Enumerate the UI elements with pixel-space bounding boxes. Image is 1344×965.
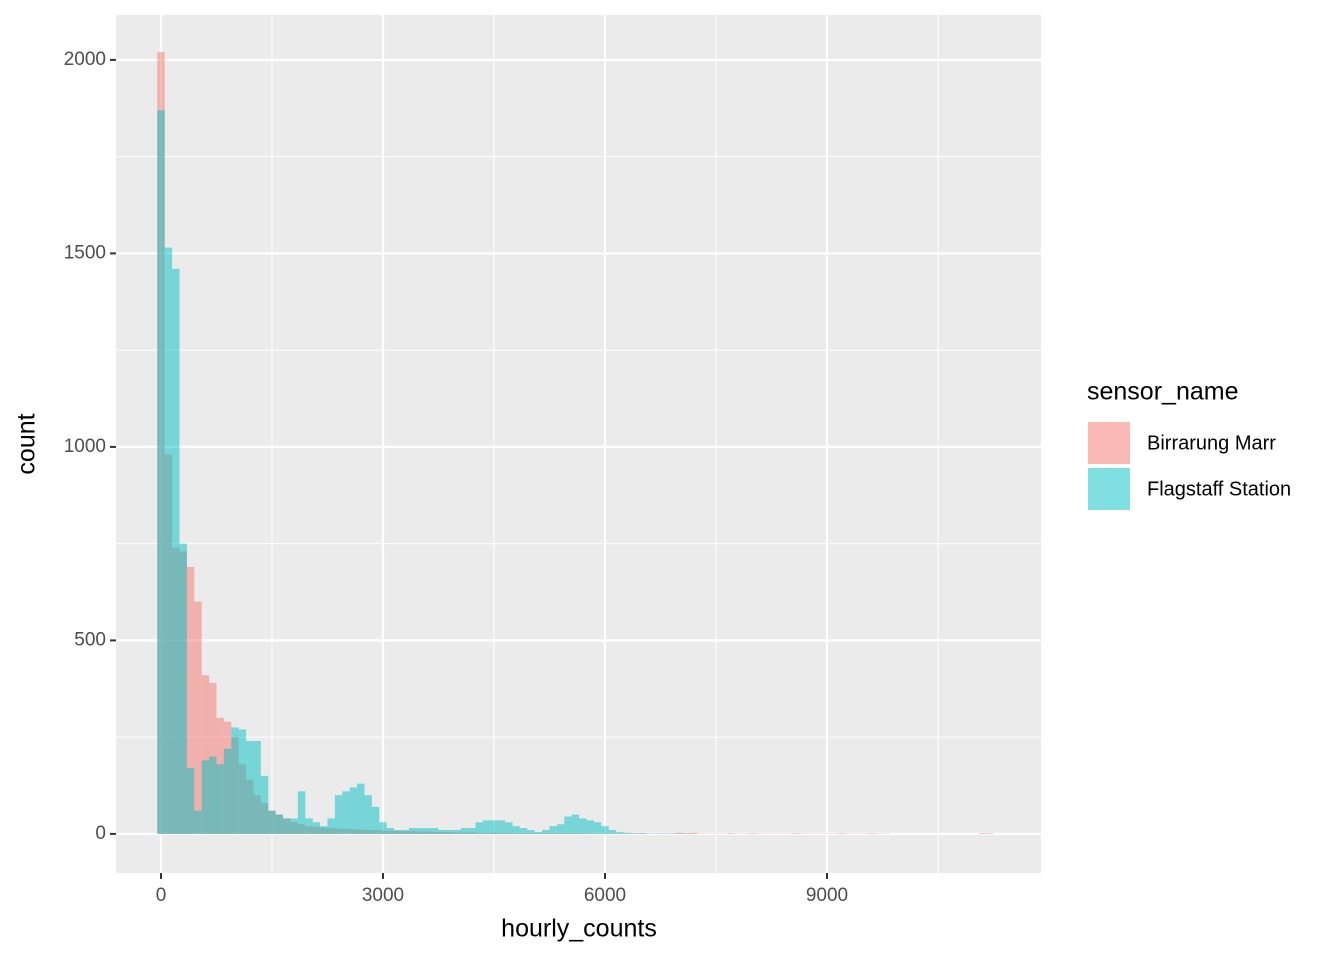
histogram-bar bbox=[453, 830, 460, 834]
y-tick-label: 0 bbox=[95, 823, 106, 844]
histogram-bar bbox=[586, 820, 593, 834]
histogram-bar bbox=[609, 830, 616, 834]
histogram-bar bbox=[335, 795, 342, 834]
histogram-bar bbox=[268, 811, 275, 834]
histogram-bar bbox=[468, 828, 475, 834]
histogram-bar bbox=[572, 815, 579, 834]
histogram-bar bbox=[438, 830, 445, 834]
histogram-bar bbox=[690, 833, 697, 834]
histogram-bar bbox=[424, 828, 431, 834]
histogram-bar bbox=[986, 833, 993, 834]
histogram-bar bbox=[594, 822, 601, 834]
legend-key bbox=[1088, 422, 1130, 464]
histogram-bar bbox=[564, 816, 571, 833]
histogram-bar bbox=[379, 822, 386, 834]
histogram-bar bbox=[794, 833, 801, 834]
histogram-bar bbox=[394, 830, 401, 834]
histogram-bar bbox=[638, 833, 645, 834]
histogram-bar bbox=[313, 822, 320, 834]
histogram-bar bbox=[549, 826, 556, 834]
histogram-bar bbox=[483, 820, 490, 834]
x-tick-label: 9000 bbox=[806, 885, 848, 906]
x-tick-label: 3000 bbox=[362, 885, 404, 906]
histogram-bar bbox=[498, 820, 505, 834]
histogram-bar bbox=[505, 822, 512, 834]
histogram-bar bbox=[490, 820, 497, 834]
histogram-bar bbox=[838, 833, 845, 834]
histogram-bar bbox=[868, 833, 875, 834]
histogram-bar bbox=[276, 815, 283, 834]
histogram-bar bbox=[461, 828, 468, 834]
histogram-bar bbox=[194, 811, 201, 834]
histogram-bar bbox=[727, 833, 734, 834]
histogram-bar bbox=[542, 830, 549, 834]
x-axis-label: hourly_counts bbox=[501, 915, 657, 943]
legend-title: sensor_name bbox=[1087, 378, 1238, 406]
histogram-bar bbox=[557, 824, 564, 834]
histogram-bar bbox=[527, 830, 534, 834]
histogram-bar bbox=[631, 833, 638, 834]
histogram-bar bbox=[520, 828, 527, 834]
histogram-bar bbox=[616, 832, 623, 834]
histogram-bar bbox=[187, 768, 194, 834]
histogram-bar bbox=[261, 776, 268, 834]
histogram-bar bbox=[357, 784, 364, 834]
histogram-bar bbox=[224, 749, 231, 834]
histogram-bar bbox=[601, 826, 608, 834]
y-tick-label: 1000 bbox=[64, 436, 106, 457]
histogram-bar bbox=[283, 818, 290, 833]
histogram-bar bbox=[364, 795, 371, 834]
histogram-bar bbox=[165, 248, 172, 834]
histogram-bar bbox=[320, 826, 327, 834]
histogram-bar bbox=[416, 828, 423, 834]
y-tick-label: 500 bbox=[74, 629, 106, 650]
histogram-bar bbox=[202, 760, 209, 834]
histogram-bar bbox=[475, 822, 482, 834]
histogram-bar bbox=[253, 741, 260, 834]
histogram-bar bbox=[305, 818, 312, 833]
histogram-bar bbox=[512, 826, 519, 834]
histogram-bar bbox=[172, 269, 179, 834]
histogram-bar bbox=[749, 833, 756, 834]
histogram-bar bbox=[209, 757, 216, 834]
legend-label: Birrarung Marr bbox=[1147, 432, 1276, 454]
legend-label: Flagstaff Station bbox=[1147, 478, 1291, 500]
y-tick-label: 2000 bbox=[64, 49, 106, 70]
histogram-bar bbox=[623, 833, 630, 834]
histogram-bar bbox=[446, 830, 453, 834]
histogram-bar bbox=[290, 818, 297, 833]
histogram-bar bbox=[372, 807, 379, 834]
histogram-bar bbox=[239, 729, 246, 833]
histogram-bar bbox=[979, 833, 986, 834]
histogram-bar bbox=[342, 791, 349, 834]
histogram-bar bbox=[157, 110, 164, 834]
y-tick-label: 1500 bbox=[64, 242, 106, 263]
y-axis-label: count bbox=[13, 413, 41, 474]
histogram-bar bbox=[246, 741, 253, 834]
histogram-bar bbox=[194, 602, 201, 834]
histogram-bar bbox=[216, 764, 223, 834]
histogram-bar bbox=[231, 727, 238, 833]
histogram-bar bbox=[431, 828, 438, 834]
histogram-bar bbox=[579, 818, 586, 833]
histogram-bar bbox=[350, 787, 357, 833]
histogram-bar bbox=[387, 828, 394, 834]
histogram-bar bbox=[401, 830, 408, 834]
histogram-bar bbox=[327, 818, 334, 833]
histogram-bar bbox=[535, 832, 542, 834]
histogram-bar bbox=[179, 544, 186, 834]
histogram-bar bbox=[409, 828, 416, 834]
x-tick-label: 0 bbox=[156, 885, 167, 906]
histogram-bar bbox=[298, 791, 305, 834]
legend-key bbox=[1088, 468, 1130, 510]
x-tick-label: 6000 bbox=[584, 885, 626, 906]
